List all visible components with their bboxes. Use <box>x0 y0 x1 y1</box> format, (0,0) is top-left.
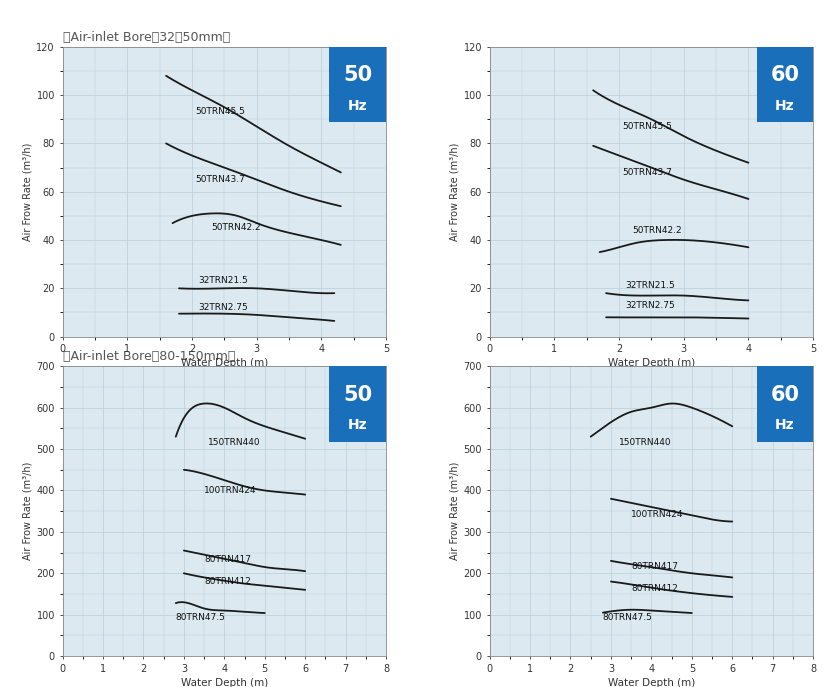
Text: 32TRN2.75: 32TRN2.75 <box>198 303 249 312</box>
Y-axis label: Air Frow Rate (m³/h): Air Frow Rate (m³/h) <box>450 462 460 561</box>
Text: 32TRN21.5: 32TRN21.5 <box>626 282 676 291</box>
X-axis label: Water Depth (m): Water Depth (m) <box>608 678 695 687</box>
Bar <box>329 47 386 122</box>
Y-axis label: Air Frow Rate (m³/h): Air Frow Rate (m³/h) <box>23 462 33 561</box>
Text: 50TRN43.7: 50TRN43.7 <box>622 168 672 177</box>
Text: 80TRN417: 80TRN417 <box>631 562 678 571</box>
Text: 150TRN440: 150TRN440 <box>208 438 261 447</box>
Text: 80TRN47.5: 80TRN47.5 <box>603 613 653 622</box>
Text: Hz: Hz <box>348 418 368 432</box>
Text: 50: 50 <box>344 65 372 85</box>
Y-axis label: Air Frow Rate (m³/h): Air Frow Rate (m³/h) <box>23 142 33 241</box>
Text: 50TRN42.2: 50TRN42.2 <box>632 226 681 235</box>
Text: 80TRN412: 80TRN412 <box>631 584 678 593</box>
Text: 80TRN47.5: 80TRN47.5 <box>176 613 226 622</box>
Text: 60: 60 <box>771 65 799 85</box>
Text: 50TRN45.5: 50TRN45.5 <box>195 107 245 116</box>
Text: Hz: Hz <box>348 99 368 113</box>
Bar <box>329 366 386 442</box>
Text: 32TRN21.5: 32TRN21.5 <box>198 276 249 286</box>
Text: 80TRN412: 80TRN412 <box>204 578 251 587</box>
Text: 50TRN45.5: 50TRN45.5 <box>622 122 672 131</box>
Text: 32TRN2.75: 32TRN2.75 <box>626 301 676 310</box>
Text: 100TRN424: 100TRN424 <box>631 510 684 519</box>
Text: 150TRN440: 150TRN440 <box>619 438 671 447</box>
Text: 《Air-inlet Bore：80-150mm》: 《Air-inlet Bore：80-150mm》 <box>63 350 235 363</box>
Text: 60: 60 <box>771 385 799 405</box>
X-axis label: Water Depth (m): Water Depth (m) <box>608 359 695 368</box>
X-axis label: Water Depth (m): Water Depth (m) <box>181 359 268 368</box>
Bar <box>756 366 813 442</box>
Text: 100TRN424: 100TRN424 <box>204 486 257 495</box>
Text: Hz: Hz <box>775 99 795 113</box>
Text: 50: 50 <box>344 385 372 405</box>
Text: 50TRN43.7: 50TRN43.7 <box>195 175 245 184</box>
Text: 《Air-inlet Bore：32・50mm》: 《Air-inlet Bore：32・50mm》 <box>63 31 230 44</box>
Text: Hz: Hz <box>775 418 795 432</box>
Bar <box>756 47 813 122</box>
Y-axis label: Air Frow Rate (m³/h): Air Frow Rate (m³/h) <box>450 142 460 241</box>
X-axis label: Water Depth (m): Water Depth (m) <box>181 678 268 687</box>
Text: 80TRN417: 80TRN417 <box>204 554 251 564</box>
Text: 50TRN42.2: 50TRN42.2 <box>211 223 261 232</box>
